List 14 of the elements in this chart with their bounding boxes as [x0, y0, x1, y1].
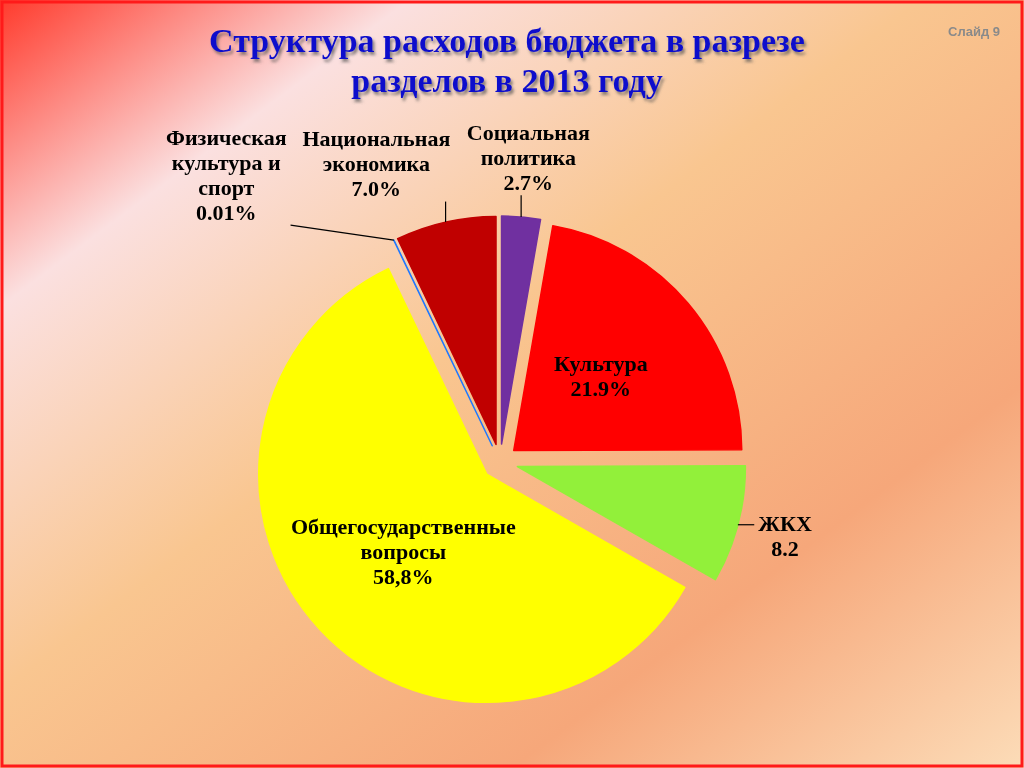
slice-label: Общегосударственные вопросы — [290, 513, 516, 564]
data-label: 0.01% — [196, 199, 257, 225]
data-label: 21.9% — [570, 376, 632, 402]
slice-label: Национальная экономика — [302, 126, 451, 177]
data-label: 2.7% — [503, 169, 554, 195]
data-label: 7.0% — [351, 176, 402, 202]
slice-label: ЖКХ — [758, 511, 812, 537]
slice-label: Социальная политика — [466, 119, 590, 170]
slice-label: Физическая культура и спорт — [166, 124, 287, 200]
data-label: 58,8% — [373, 563, 434, 589]
slice-label: Культура — [553, 351, 648, 377]
chart-title: Структура расходов бюджета в разрезе разделов в 2013 году — [209, 22, 805, 99]
text: Слайд 9 — [948, 24, 1000, 39]
data-label: 8.2 — [771, 536, 799, 562]
